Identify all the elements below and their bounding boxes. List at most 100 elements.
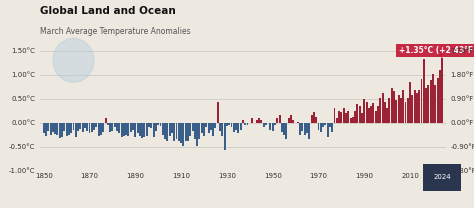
Bar: [68, 123, 70, 135]
Bar: [120, 123, 123, 137]
Bar: [320, 123, 322, 132]
Bar: [65, 123, 68, 136]
Bar: [77, 123, 79, 131]
Bar: [324, 123, 326, 125]
Bar: [377, 106, 379, 123]
Bar: [212, 123, 214, 136]
Bar: [237, 123, 239, 133]
Bar: [109, 123, 111, 132]
Bar: [301, 123, 303, 131]
Bar: [175, 123, 177, 139]
Bar: [393, 91, 395, 123]
Bar: [416, 93, 418, 123]
Bar: [306, 123, 308, 133]
Bar: [105, 118, 107, 123]
Bar: [361, 113, 363, 123]
Bar: [214, 123, 217, 128]
Bar: [269, 123, 272, 130]
Bar: [379, 98, 381, 123]
Bar: [132, 123, 134, 130]
Bar: [157, 123, 159, 125]
Bar: [315, 117, 317, 123]
Bar: [420, 79, 422, 123]
Bar: [59, 123, 61, 138]
Bar: [359, 106, 361, 123]
Bar: [297, 122, 299, 123]
Bar: [228, 123, 230, 125]
Bar: [50, 123, 52, 135]
Bar: [276, 118, 278, 123]
Bar: [322, 123, 324, 127]
Bar: [116, 123, 118, 131]
Bar: [281, 123, 283, 132]
Bar: [191, 123, 193, 131]
Bar: [182, 123, 184, 146]
Bar: [285, 123, 287, 139]
Bar: [274, 123, 276, 125]
Bar: [395, 99, 397, 123]
Bar: [389, 98, 391, 123]
Bar: [70, 123, 72, 133]
Bar: [354, 111, 356, 123]
Bar: [199, 123, 201, 139]
Bar: [194, 123, 196, 139]
Bar: [82, 123, 83, 132]
Bar: [304, 123, 306, 135]
Bar: [178, 123, 180, 141]
Bar: [414, 90, 416, 123]
Bar: [235, 123, 237, 130]
Bar: [260, 120, 262, 123]
Bar: [226, 123, 228, 126]
Bar: [233, 123, 235, 132]
Bar: [423, 59, 425, 123]
Bar: [327, 123, 328, 137]
Text: March Average Temperature Anomalies: March Average Temperature Anomalies: [40, 27, 191, 36]
Bar: [363, 99, 365, 123]
Bar: [398, 95, 400, 123]
Bar: [404, 102, 407, 123]
Bar: [111, 123, 113, 131]
Bar: [164, 123, 166, 139]
Bar: [340, 112, 342, 123]
Text: +1.35°C (+2.43°F): +1.35°C (+2.43°F): [399, 46, 474, 57]
Bar: [343, 108, 345, 123]
Bar: [203, 123, 205, 136]
Bar: [368, 108, 370, 123]
Bar: [349, 118, 352, 123]
Bar: [434, 85, 436, 123]
Bar: [391, 88, 393, 123]
Bar: [428, 85, 429, 123]
Bar: [400, 98, 402, 123]
Bar: [313, 112, 315, 123]
Bar: [336, 118, 338, 123]
Bar: [61, 123, 63, 137]
Bar: [187, 123, 189, 141]
Bar: [141, 123, 143, 138]
Bar: [219, 123, 221, 131]
Bar: [265, 123, 267, 125]
Bar: [189, 123, 191, 136]
Bar: [79, 123, 82, 129]
Bar: [347, 111, 349, 123]
Bar: [352, 117, 354, 123]
Bar: [169, 123, 171, 136]
Bar: [299, 123, 301, 135]
Bar: [334, 108, 336, 123]
Bar: [318, 123, 319, 130]
Text: Global Land and Ocean: Global Land and Ocean: [40, 6, 176, 16]
Bar: [84, 123, 86, 128]
Bar: [205, 123, 207, 127]
Bar: [95, 123, 97, 127]
Bar: [89, 123, 91, 133]
Bar: [47, 123, 49, 131]
Bar: [244, 123, 246, 125]
Bar: [310, 115, 312, 123]
Bar: [137, 123, 138, 133]
Bar: [162, 123, 164, 135]
Bar: [118, 123, 120, 133]
Bar: [246, 123, 248, 125]
Bar: [125, 123, 127, 135]
Bar: [230, 123, 232, 127]
Bar: [338, 111, 340, 123]
Bar: [54, 123, 56, 134]
